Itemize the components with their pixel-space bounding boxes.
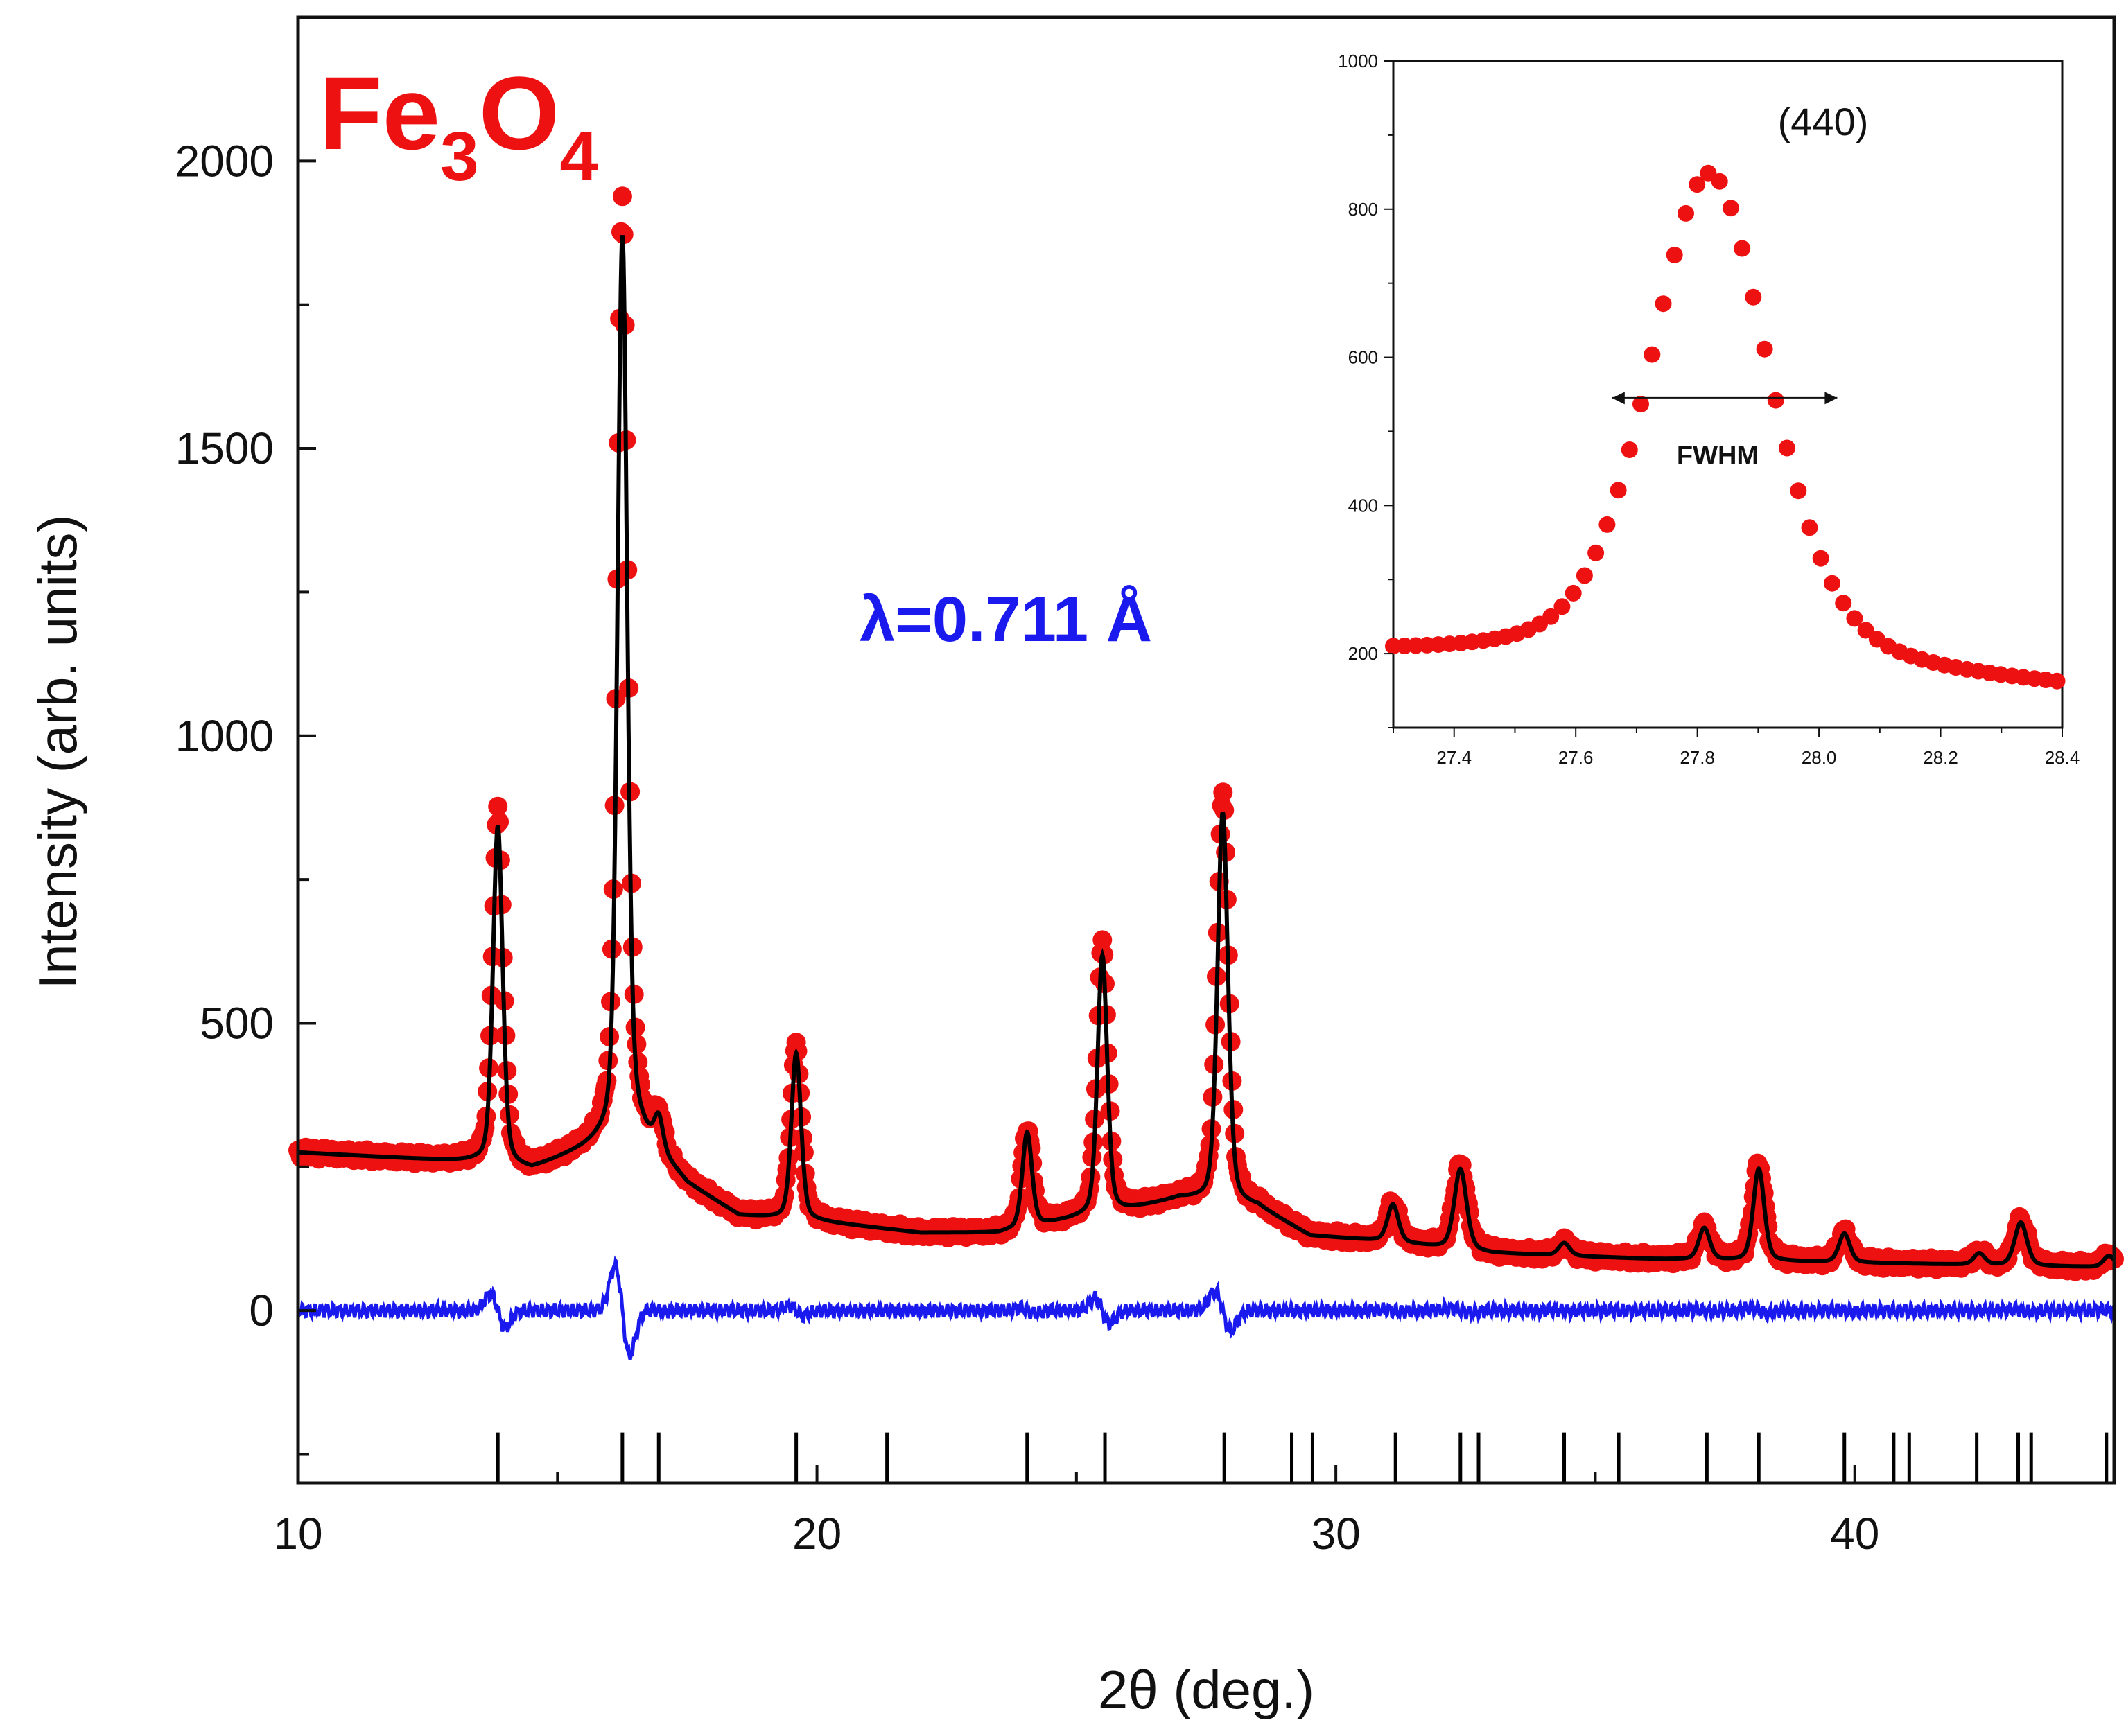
bragg-tick-marks [496, 1432, 2109, 1482]
inset-point [1598, 516, 1616, 533]
observed-point [1214, 800, 1235, 821]
observed-point [1092, 930, 1113, 950]
fwhm-arrowhead-left [1612, 392, 1625, 405]
inset-peak-label: (440) [1778, 100, 1869, 143]
inset-point [1587, 544, 1605, 561]
inset-point [1779, 439, 1795, 457]
inset-point [1722, 200, 1739, 217]
inset-x-tick-label: 28.0 [1802, 747, 1837, 768]
inset-point [1767, 392, 1784, 409]
inset-observed-points [1385, 164, 2066, 690]
y-tick-label: 1500 [175, 423, 274, 473]
inset-point [1756, 340, 1773, 358]
inset-plot-frame [1392, 60, 2064, 729]
observed-point [489, 812, 509, 832]
fwhm-arrowhead-right [1824, 392, 1838, 405]
inset-point [1711, 173, 1728, 190]
inset-y-tick-label: 800 [1348, 199, 1378, 220]
inset-point [1745, 288, 1762, 306]
inset-y-tick-label: 600 [1348, 347, 1378, 368]
inset-point [1824, 575, 1840, 592]
inset-point [1734, 240, 1751, 257]
formula-sub-3: 3 [440, 118, 479, 195]
fwhm-label: FWHM [1677, 441, 1759, 471]
inset-point [1846, 610, 1863, 627]
formula-fe: Fe [319, 55, 440, 171]
calculated-line [298, 235, 2116, 1269]
inset-x-tick-label: 28.2 [1923, 747, 1958, 768]
inset-y-tick-label: 400 [1348, 495, 1378, 516]
x-tick-label: 10 [273, 1509, 322, 1559]
inset-point [1621, 441, 1638, 458]
inset-point [1553, 598, 1571, 615]
inset-x-tick-label: 27.8 [1680, 747, 1715, 768]
inset-y-tick-label: 1000 [1338, 51, 1378, 71]
formula-o: O [479, 55, 560, 171]
inset-y-tick-label: 200 [1348, 643, 1378, 664]
inset-point [1857, 622, 1874, 639]
y-tick-label: 0 [249, 1286, 274, 1335]
x-axis-ticks: 10 20 30 40 [273, 1465, 2116, 1559]
y-axis-title: Intensity (arb. units) [27, 515, 88, 990]
inset-y-axis-ticks: 200 400 600 800 1000 [1338, 51, 1393, 728]
inset-point [1678, 204, 1694, 222]
formula-sub-4: 4 [559, 118, 598, 195]
observed-point [488, 796, 508, 816]
inset-point [1565, 584, 1582, 602]
x-tick-label: 20 [792, 1509, 842, 1559]
inset-point [1835, 595, 1852, 612]
inset-point [1790, 482, 1807, 500]
fwhm-arrow [1612, 392, 1838, 405]
x-tick-label: 30 [1312, 1509, 1361, 1559]
inset-point [2048, 672, 2066, 690]
inset-point [1666, 246, 1683, 263]
x-tick-label: 40 [1830, 1509, 1879, 1559]
inset-point [1655, 295, 1672, 313]
inset-point [1644, 346, 1661, 363]
y-axis-ticks: 0 500 1000 1500 2000 [175, 16, 316, 1456]
inset-point [1812, 550, 1829, 567]
observed-point [613, 225, 634, 245]
difference-series [296, 1255, 2116, 1360]
observed-point [1213, 782, 1233, 803]
main-plot-frame [296, 15, 2116, 1485]
y-tick-label: 1000 [175, 711, 274, 761]
y-tick-label: 2000 [175, 136, 274, 186]
difference-line [296, 1255, 2116, 1360]
inset-x-tick-label: 27.6 [1558, 747, 1594, 768]
inset-point [1801, 519, 1818, 536]
inset-x-tick-label: 28.4 [2045, 747, 2080, 768]
y-tick-label: 500 [200, 998, 274, 1048]
inset-x-axis-ticks: 27.4 27.6 27.8 28.0 28.2 28.4 [1393, 728, 2080, 768]
inset-point [1632, 396, 1649, 413]
inset-point [1610, 482, 1627, 499]
inset-point [1689, 176, 1706, 193]
observed-point [612, 186, 632, 207]
x-axis-title: 2θ (deg.) [1098, 1659, 1314, 1720]
inset-point [1542, 608, 1560, 625]
observed-point [628, 1052, 648, 1072]
observed-point [627, 1034, 647, 1054]
inset-point [1576, 567, 1593, 584]
calculated-series [298, 235, 2116, 1269]
inset-x-tick-label: 27.4 [1436, 747, 1472, 768]
wavelength-label: λ=0.711 Å [860, 584, 1152, 655]
formula-label: Fe3O4 [319, 55, 598, 195]
